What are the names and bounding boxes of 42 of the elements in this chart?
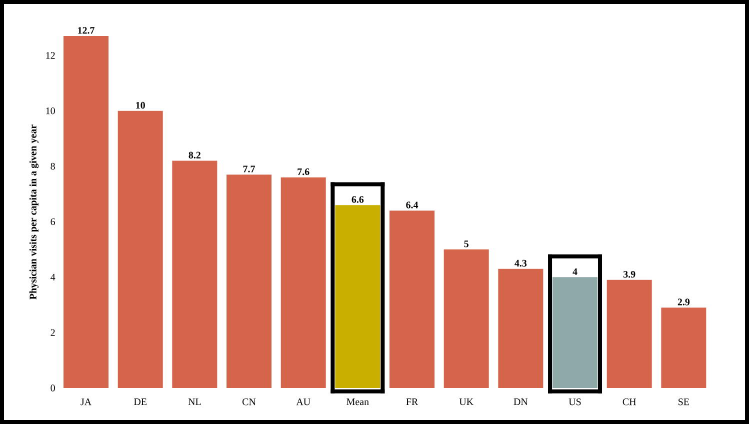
x-tick-label: CH [622,398,636,406]
bar [172,160,218,388]
bar [661,308,706,388]
y-tick-label: 8 [50,162,55,170]
data-label: 10 [136,102,145,109]
y-tick-label: 2 [50,329,55,336]
data-label: 7.7 [243,166,255,172]
bar [280,177,326,388]
data-label: 5 [464,240,468,248]
y-tick-label: 12 [46,52,55,59]
y-tick-label: 6 [50,218,56,226]
bar [390,210,435,388]
x-tick-label: AU [296,398,310,406]
bar [64,36,109,388]
y-tick-label: 4 [50,274,56,280]
x-tick-label: US [568,398,581,406]
data-label: 3.9 [623,270,636,278]
x-tick-label: FR [406,398,418,406]
bar [498,268,544,388]
data-label: 6.4 [406,202,418,208]
x-tick-label: Mean [346,398,369,406]
data-label: 2.9 [678,298,690,306]
data-label: 7.6 [298,168,310,176]
x-tick-label: DE [134,398,146,406]
bar [118,110,163,388]
y-axis-title: Physician visits per capita in a given year [29,124,39,300]
data-label: 6.6 [352,196,364,203]
x-tick-label: JA [80,398,92,406]
y-tick-label: 10 [46,107,55,114]
x-tick-label: CN [242,398,256,406]
data-label: 12.7 [78,27,94,34]
x-tick-label: DN [514,398,528,406]
bar [606,280,652,388]
x-tick-label: SE [678,398,689,406]
data-label: 4 [572,268,578,275]
bar [226,174,272,388]
x-tick-label: NL [188,398,201,406]
bar [444,249,489,388]
data-label: 4.3 [514,260,527,267]
data-label: 8.2 [188,152,200,159]
x-tick-label: UK [459,398,474,406]
y-tick-label: 0 [50,384,55,392]
